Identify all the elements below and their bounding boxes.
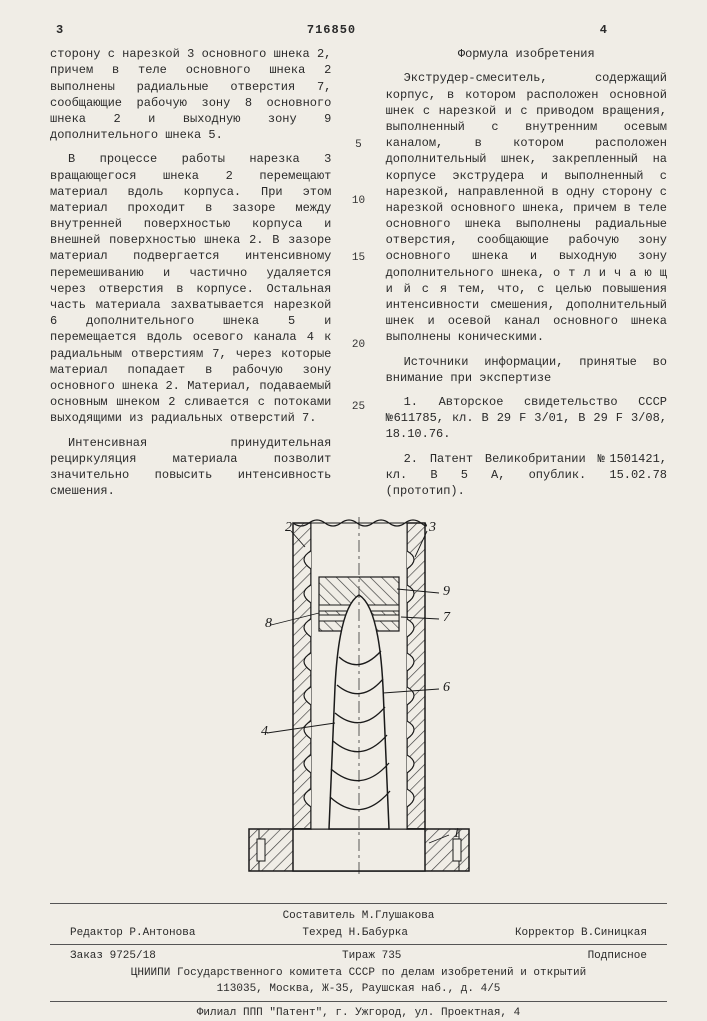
line-number-gutter: 5 10 15 20 25 [349,46,367,507]
right-column: Формула изобретения Экструдер-смеситель,… [386,46,667,507]
technical-drawing: 2 3 9 7 8 6 4 1 [219,517,499,897]
source-item: 1. Авторское свидетельство СССР №611785,… [386,394,667,443]
sources-title: Источники информации, принятые во вниман… [386,354,667,386]
source-item: 2. Патент Великобритании №1501421, кл. В… [386,451,667,500]
figure-label: 4 [261,724,268,739]
line-number: 10 [352,194,365,209]
figure-label: 2 [285,520,292,535]
claims-title: Формула изобретения [386,46,667,62]
figure-label: 7 [443,610,451,625]
print-run: Тираж 735 [342,948,401,965]
line-number: 5 [355,138,362,153]
two-column-text: сторону с нарезкой 3 основного шнека 2, … [50,46,667,507]
figure-label: 6 [443,680,450,695]
figure-label: 9 [443,584,450,599]
subscription: Подписное [588,948,647,965]
editor: Редактор Р.Антонова [70,925,195,942]
line-number: 25 [352,400,365,415]
line-number: 15 [352,251,365,266]
address-line: 113035, Москва, Ж-35, Раушская наб., д. … [50,981,667,998]
left-column: сторону с нарезкой 3 основного шнека 2, … [50,46,331,507]
page-num-right: 4 [600,22,607,38]
page-num-left: 3 [56,22,63,38]
figure-label: 1 [453,826,460,841]
corrector: Корректор В.Синицкая [515,925,647,942]
line-number: 20 [352,338,365,353]
paragraph: В процессе работы нарезка 3 вращающегося… [50,151,331,426]
imprint-footer: Составитель М.Глушакова Редактор Р.Антон… [50,903,667,1021]
document-number: 716850 [307,22,356,38]
paragraph: Интенсивная принудительная рециркуляция … [50,435,331,500]
figure-label: 8 [265,616,272,631]
paragraph: сторону с нарезкой 3 основного шнека 2, … [50,46,331,143]
branch-line: Филиал ППП "Патент", г. Ужгород, ул. Про… [50,1005,667,1021]
techred: Техред Н.Бабурка [302,925,408,942]
claim-text: Экструдер-смеситель, содержащий корпус, … [386,70,667,345]
order-number: Заказ 9725/18 [70,948,156,965]
org-line: ЦНИИПИ Государственного комитета СССР по… [50,965,667,982]
compiler-line: Составитель М.Глушакова [50,908,667,925]
page-header: 3 716850 4 [50,22,667,38]
figure-label: 3 [428,520,436,535]
